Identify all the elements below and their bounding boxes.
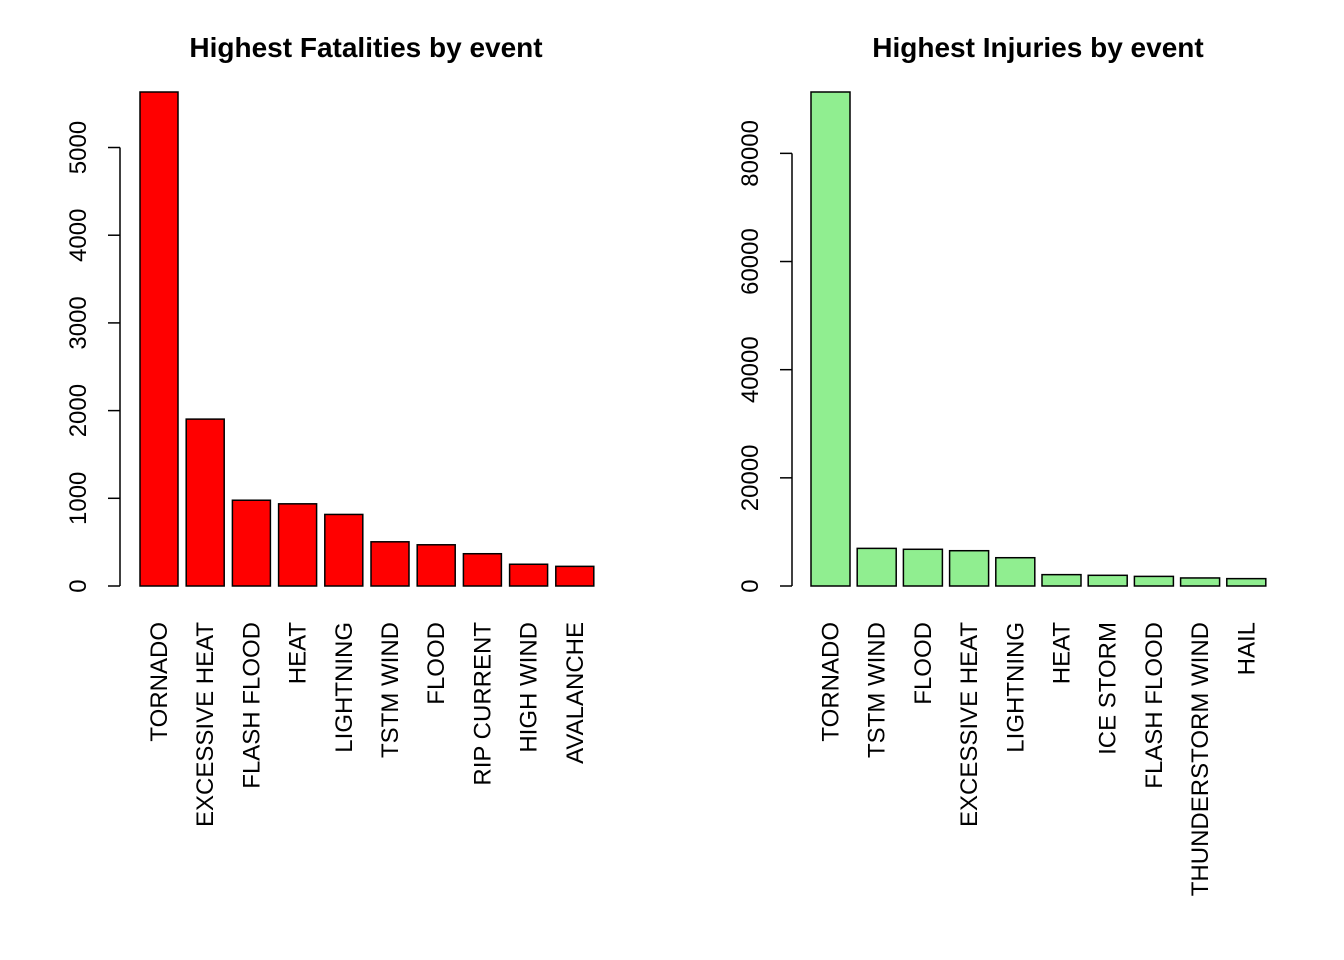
fatalities-category-label: EXCESSIVE HEAT [192,622,219,827]
injuries-bar [948,549,990,587]
injuries-bar [1041,573,1082,587]
fatalities-category-label: HEAT [285,622,312,685]
fatalities-y-tick-label: 2000 [65,384,92,437]
injuries-y-tick-label: 20000 [737,444,764,511]
injuries-category-label: HEAT [1049,622,1076,685]
fatalities-bar [231,499,272,587]
fatalities-category-label: AVALANCHE [562,622,589,764]
fatalities-panel: Highest Fatalities by event 0 1000 2000 300… [65,32,595,827]
injuries-y-tick-label: 60000 [737,228,764,295]
injuries-bar [1179,577,1221,587]
fatalities-bar [508,563,549,587]
injuries-y-tick-label: 0 [737,579,764,592]
fatalities-category-label: TSTM WIND [377,622,404,758]
injuries-y-tick-label: 40000 [737,336,764,403]
injuries-category-label: FLASH FLOOD [1141,622,1168,789]
fatalities-bar [185,418,225,587]
fatalities-y-tick-label: 0 [65,579,92,592]
fatalities-bars [139,91,595,587]
injuries-bar [1133,575,1175,587]
injuries-bar [995,556,1036,587]
injuries-bar [856,547,897,587]
injuries-category-label: LIGHTNING [1002,622,1029,753]
fatalities-bar [462,552,503,587]
fatalities-y-tick-label: 4000 [65,209,92,262]
fatalities-bar [277,503,318,587]
injuries-bar [1087,574,1128,587]
fatalities-y-tick-label: 1000 [65,472,92,525]
injuries-bar [1226,577,1267,587]
fatalities-y-tick-label: 5000 [65,121,92,174]
injuries-category-labels: TORNADO TSTM WIND FLOOD EXCESSIVE HEAT LIGHT… [818,622,1261,897]
fatalities-bar [324,513,364,587]
fatalities-category-label: RIP CURRENT [469,622,496,786]
injuries-bar [902,548,944,587]
fatalities-chart-title: Highest Fatalities by event [189,32,542,63]
injuries-chart-title: Highest Injuries by event [872,32,1203,63]
fatalities-category-label: FLOOD [423,622,450,705]
injuries-panel: Highest Injuries by event 0 20000 40000 600… [737,32,1267,897]
fatalities-category-label: FLASH FLOOD [238,622,265,789]
injuries-category-label: ICE STORM [1095,622,1122,755]
fatalities-bar [416,544,456,587]
fatalities-category-label: LIGHTNING [331,622,358,753]
injuries-category-label: HAIL [1233,622,1260,675]
fatalities-category-labels: TORNADO EXCESSIVE HEAT FLASH FLOOD HEAT LIGH… [146,622,589,827]
injuries-category-label: EXCESSIVE HEAT [956,622,983,827]
injuries-category-label: TORNADO [818,622,845,742]
injuries-y-axis: 0 20000 40000 60000 80000 [737,120,793,593]
injuries-category-label: FLOOD [910,622,937,705]
fatalities-category-label: HIGH WIND [516,622,543,753]
fatalities-y-axis: 0 1000 2000 3000 4000 5000 [65,121,121,593]
fatalities-category-label: TORNADO [146,622,173,742]
fatalities-bar [139,91,179,587]
injuries-category-label: TSTM WIND [864,622,891,758]
injuries-category-label: THUNDERSTORM WIND [1187,622,1214,896]
injuries-y-tick-label: 80000 [737,120,764,187]
injuries-bar [810,91,851,587]
fatalities-y-tick-label: 3000 [65,296,92,349]
fatalities-bar [555,565,595,587]
injuries-bars [810,91,1267,587]
fatalities-bar [370,541,410,587]
